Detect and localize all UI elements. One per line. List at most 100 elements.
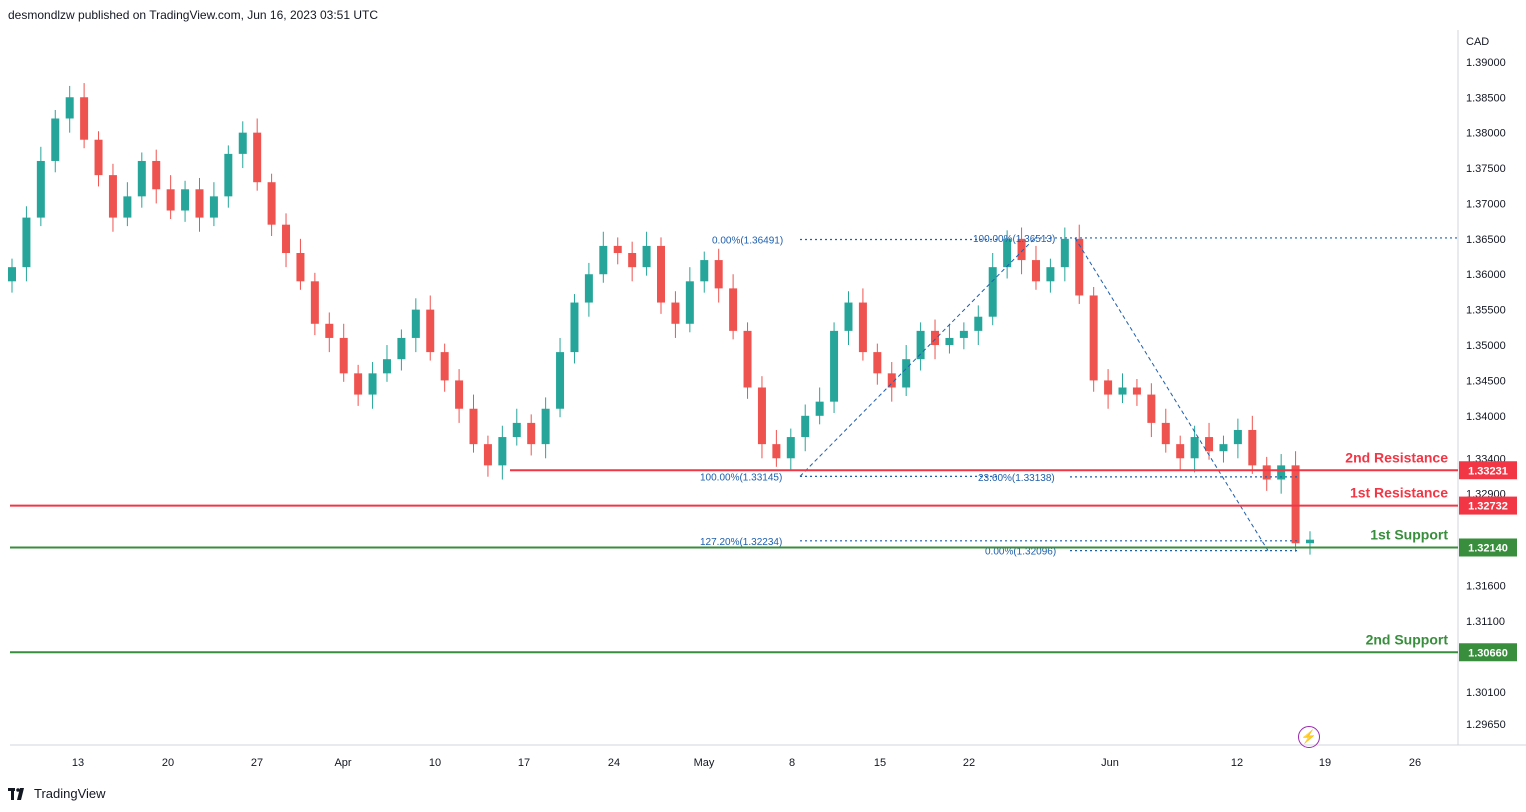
candle	[830, 330, 839, 402]
candle	[397, 337, 406, 360]
fib-level-label: 0.00%(1.36491)	[712, 235, 783, 246]
candle	[339, 337, 348, 374]
candle	[801, 415, 810, 438]
candle	[1104, 380, 1113, 395]
level-label: 2nd Support	[1366, 631, 1449, 647]
candle	[368, 373, 377, 395]
level-price-tag	[1459, 643, 1517, 662]
candle	[325, 323, 334, 338]
candle	[426, 309, 435, 353]
candle	[512, 422, 521, 438]
candle	[282, 224, 291, 253]
candle	[166, 189, 175, 211]
candle	[354, 373, 363, 395]
candle	[195, 189, 204, 218]
candle	[988, 267, 997, 317]
candle	[469, 408, 478, 445]
candle	[382, 359, 391, 374]
candle	[844, 302, 853, 331]
candle	[209, 196, 218, 218]
y-tick-label: 1.30100	[1466, 687, 1506, 699]
candle	[1161, 422, 1170, 445]
candle	[786, 437, 795, 459]
candle	[858, 302, 867, 353]
x-tick-label: 26	[1409, 757, 1421, 769]
candle	[873, 352, 882, 374]
fib-leg	[1074, 237, 1269, 551]
y-tick-label: 1.29650	[1466, 719, 1506, 731]
candle	[556, 352, 565, 409]
candle	[916, 330, 925, 360]
y-tick-label: 1.36000	[1466, 269, 1506, 281]
candle	[772, 444, 781, 459]
candle	[1132, 387, 1141, 395]
candle	[94, 139, 103, 176]
candle	[123, 196, 132, 218]
candle	[1003, 238, 1012, 268]
candle	[224, 153, 233, 197]
candle	[1046, 267, 1055, 282]
y-tick-label: 1.35500	[1466, 305, 1506, 317]
candle	[959, 330, 968, 338]
x-tick-label: 20	[162, 757, 174, 769]
candle	[51, 118, 60, 161]
candle	[137, 160, 146, 197]
fib-level-label: 0.00%(1.32096)	[985, 547, 1056, 558]
candle	[729, 288, 738, 331]
candle	[815, 401, 824, 416]
candle	[685, 281, 694, 324]
y-tick-label: 1.36500	[1466, 234, 1506, 246]
x-tick-label: 10	[429, 757, 441, 769]
candle	[253, 132, 262, 183]
x-tick-label: May	[694, 757, 715, 769]
candle	[22, 217, 31, 268]
candle	[36, 160, 45, 218]
level-price-tag-label: 1.33231	[1468, 465, 1508, 477]
level-price-tag	[1459, 461, 1517, 480]
candle	[671, 302, 680, 324]
candle	[498, 437, 507, 466]
footer-brand[interactable]: TradingView	[8, 786, 106, 801]
candle	[1262, 465, 1271, 480]
y-tick-label: 1.31100	[1466, 616, 1505, 628]
candle	[570, 302, 579, 353]
candle	[1060, 238, 1069, 268]
candle	[1147, 394, 1156, 423]
candle	[599, 245, 608, 275]
candle	[455, 380, 464, 409]
x-tick-label: 13	[72, 757, 84, 769]
candle	[757, 387, 766, 445]
tradingview-logo-icon	[8, 787, 24, 800]
candle	[1291, 465, 1300, 544]
x-tick-label: 8	[789, 757, 795, 769]
y-tick-label: 1.34500	[1466, 375, 1506, 387]
candle	[1205, 437, 1214, 452]
candle	[1118, 387, 1127, 395]
candle	[1031, 260, 1040, 282]
x-tick-label: 27	[251, 757, 263, 769]
candle	[527, 422, 536, 445]
y-tick-label: 1.34000	[1466, 411, 1506, 423]
candle	[181, 189, 190, 211]
y-tick-label: 1.31600	[1466, 581, 1506, 593]
candle	[743, 330, 752, 388]
candle	[1075, 238, 1084, 296]
candle	[613, 245, 622, 253]
candle	[945, 337, 954, 346]
candle	[440, 352, 449, 381]
candle	[483, 444, 492, 466]
candle	[65, 97, 74, 119]
y-tick-label: 1.38500	[1466, 92, 1506, 104]
currency-label: CAD	[1466, 36, 1489, 48]
candle	[714, 260, 723, 289]
y-tick-label: 1.37500	[1466, 163, 1506, 175]
level-label: 1st Resistance	[1350, 485, 1448, 501]
x-tick-label: 12	[1231, 757, 1243, 769]
lightning-icon[interactable]: ⚡	[1298, 726, 1320, 748]
candle	[700, 260, 709, 282]
y-tick-label: 1.39000	[1466, 57, 1506, 69]
candle	[628, 252, 637, 268]
candle	[411, 309, 420, 338]
candle	[8, 267, 16, 282]
